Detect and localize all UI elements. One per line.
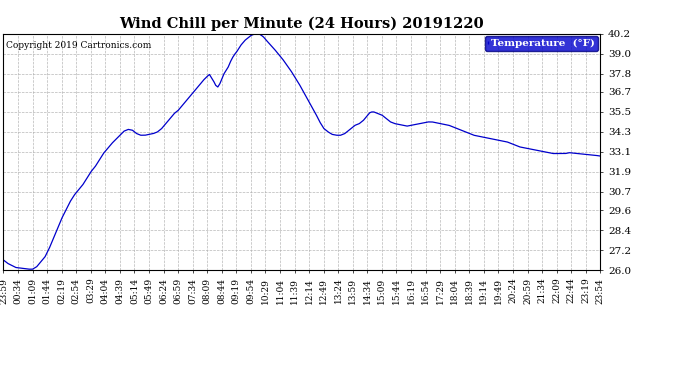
Text: Copyright 2019 Cartronics.com: Copyright 2019 Cartronics.com — [6, 41, 152, 50]
Title: Wind Chill per Minute (24 Hours) 20191220: Wind Chill per Minute (24 Hours) 2019122… — [119, 17, 484, 31]
Legend: Temperature  (°F): Temperature (°F) — [485, 36, 598, 51]
